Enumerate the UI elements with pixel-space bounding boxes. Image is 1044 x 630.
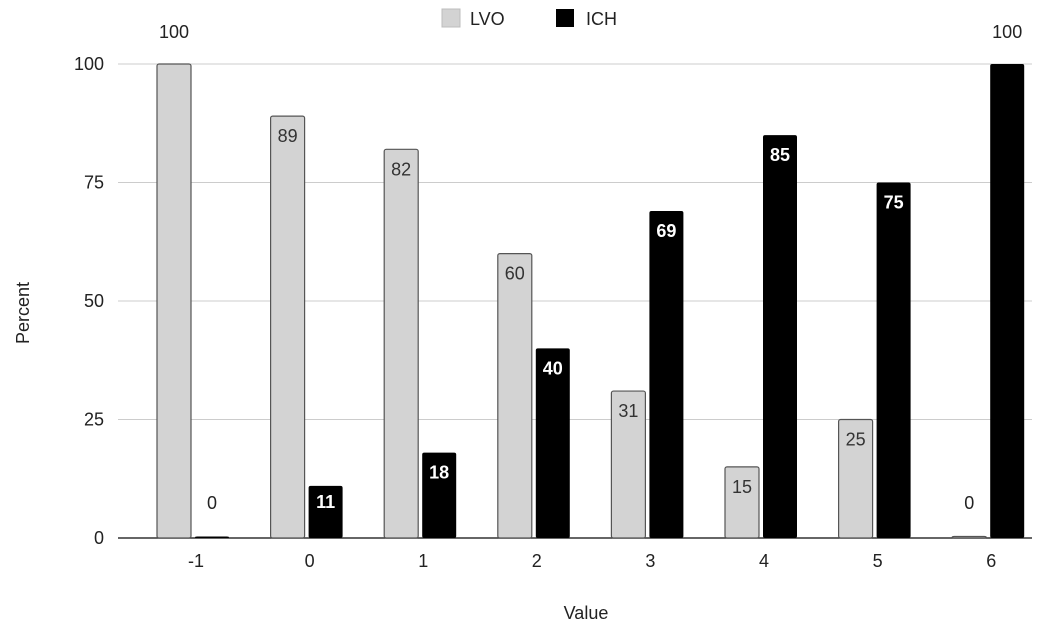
legend-swatch-lvo [441, 8, 461, 28]
bar-ich [649, 210, 684, 538]
bar-lvo [610, 390, 647, 539]
bar-ich [422, 452, 457, 538]
bar-lvo [156, 63, 192, 539]
data-label-lvo: 60 [505, 264, 525, 284]
data-label-ich: 75 [884, 193, 904, 213]
data-labels: 100 0 89 11 82 18 60 40 31 69 15 85 25 75 0 100 [159, 22, 1022, 513]
x-tick-label: 2 [532, 551, 542, 571]
bar-lvo [724, 466, 760, 539]
data-label-lvo: 100 [159, 22, 189, 42]
data-label-ich: 40 [543, 358, 563, 378]
data-label-lvo: 0 [964, 493, 974, 513]
y-tick-label: 75 [84, 173, 104, 193]
y-tick-label: 25 [84, 410, 104, 430]
y-tick-label: 100 [74, 54, 104, 74]
x-tick-label: 6 [986, 551, 996, 571]
x-tick-label: -1 [188, 551, 204, 571]
y-tick-label: 0 [94, 528, 104, 548]
bar-ich [308, 485, 343, 538]
legend-swatch-ich [556, 9, 574, 27]
x-tick-label: 4 [759, 551, 769, 571]
bar-ich [195, 536, 229, 538]
y-tick-labels: 0 25 50 75 100 [74, 54, 104, 548]
bar-ich [535, 348, 570, 538]
data-label-lvo: 89 [278, 126, 298, 146]
bar-ich [990, 64, 1025, 538]
x-tick-label: 3 [645, 551, 655, 571]
x-tick-labels: -1 0 1 2 3 4 5 6 [188, 551, 996, 571]
x-tick-label: 1 [418, 551, 428, 571]
y-tick-label: 50 [84, 291, 104, 311]
data-label-lvo: 25 [846, 430, 866, 450]
bar-lvo [951, 535, 987, 539]
bars [156, 63, 1025, 539]
bar-lvo [383, 148, 419, 539]
data-label-lvo: 15 [732, 477, 752, 497]
x-tick-label: 0 [305, 551, 315, 571]
data-label-lvo: 82 [391, 159, 411, 179]
bar-lvo [497, 253, 533, 539]
data-label-ich: 85 [770, 145, 790, 165]
data-label-ich: 100 [992, 22, 1022, 42]
legend: LVO ICH [441, 8, 617, 29]
data-label-ich: 69 [656, 221, 676, 241]
data-label-ich: 0 [207, 493, 217, 513]
bar-lvo [270, 115, 306, 539]
data-label-lvo: 31 [618, 401, 638, 421]
bar-lvo [837, 418, 874, 539]
data-label-ich: 18 [429, 463, 449, 483]
bar-ich [763, 135, 797, 538]
x-axis-title: Value [564, 603, 609, 623]
legend-label-ich: ICH [586, 9, 617, 29]
legend-label-lvo: LVO [470, 9, 505, 29]
x-tick-label: 5 [873, 551, 883, 571]
bar-ich [876, 182, 911, 538]
y-axis-title: Percent [13, 282, 33, 344]
data-label-ich: 11 [316, 492, 335, 512]
